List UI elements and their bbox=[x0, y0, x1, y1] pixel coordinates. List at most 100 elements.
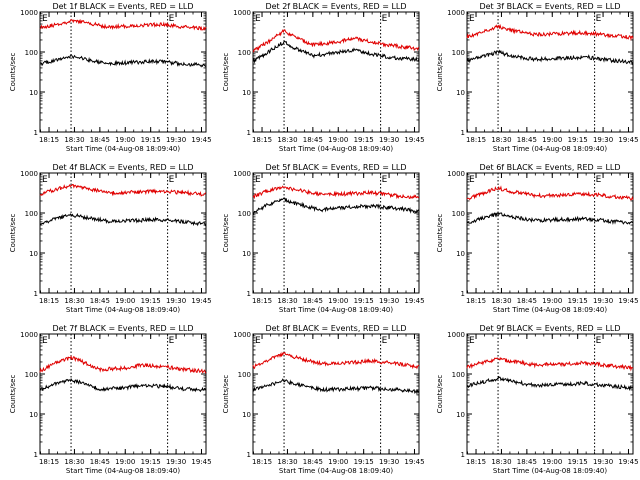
event-marker-label-left: E bbox=[42, 14, 48, 24]
x-tick-label: 18:45 bbox=[90, 297, 110, 305]
x-tick-label: 18:30 bbox=[64, 458, 84, 466]
plot-frame bbox=[252, 333, 420, 455]
x-axis-label: Start Time (04-Aug-08 18:09:40) bbox=[493, 306, 607, 314]
x-tick-label: 19:00 bbox=[542, 297, 562, 305]
x-tick-label: 19:30 bbox=[379, 458, 399, 466]
y-axis-label: Counts/sec bbox=[9, 214, 17, 253]
x-tick-label: 18:15 bbox=[466, 136, 486, 144]
panel-2: Det 2f BLACK = Events, RED = LLD 1 10 100 10… bbox=[222, 2, 425, 153]
series-line-events bbox=[252, 378, 420, 396]
x-tick-label: 18:45 bbox=[303, 136, 323, 144]
panel-grid: Det 1f BLACK = Events, RED = LLD 1 10 100 10… bbox=[9, 2, 639, 475]
x-tick-label: 18:15 bbox=[466, 297, 486, 305]
y-tick-label: 1 bbox=[247, 451, 251, 459]
x-axis-label: Start Time (04-Aug-08 18:09:40) bbox=[66, 467, 180, 475]
x-tick-label: 19:45 bbox=[191, 458, 211, 466]
event-marker-label-right: E bbox=[382, 336, 388, 346]
x-tick-label: 19:15 bbox=[568, 136, 588, 144]
x-tick-label: 18:15 bbox=[39, 136, 59, 144]
event-marker-label-left: E bbox=[469, 336, 475, 346]
x-tick-label: 19:00 bbox=[115, 136, 135, 144]
event-marker-label-right: E bbox=[382, 14, 388, 24]
x-tick-label: 18:15 bbox=[252, 458, 272, 466]
y-tick-label: 100 bbox=[452, 210, 465, 218]
y-tick-label: 1000 bbox=[447, 170, 465, 178]
x-axis-label: Start Time (04-Aug-08 18:09:40) bbox=[66, 306, 180, 314]
x-tick-label: 18:30 bbox=[277, 297, 297, 305]
x-tick-label: 19:30 bbox=[593, 136, 613, 144]
y-tick-label: 10 bbox=[242, 250, 251, 258]
y-axis-label: Counts/sec bbox=[222, 53, 230, 92]
x-tick-label: 19:00 bbox=[328, 136, 348, 144]
panel-9: Det 9f BLACK = Events, RED = LLD 1 10 100 10… bbox=[436, 324, 639, 475]
y-axis-label: Counts/sec bbox=[9, 375, 17, 414]
y-tick-label: 10 bbox=[456, 411, 465, 419]
x-tick-label: 18:30 bbox=[64, 297, 84, 305]
panel-8: Det 8f BLACK = Events, RED = LLD 1 10 100 10… bbox=[222, 324, 425, 475]
x-tick-label: 18:45 bbox=[303, 297, 323, 305]
y-axis-label: Counts/sec bbox=[222, 375, 230, 414]
y-tick-label: 100 bbox=[238, 371, 251, 379]
event-marker-label-right: E bbox=[169, 175, 175, 185]
x-tick-label: 18:30 bbox=[277, 458, 297, 466]
x-tick-label: 18:45 bbox=[303, 458, 323, 466]
y-tick-label: 10 bbox=[29, 250, 38, 258]
plot-frame bbox=[252, 172, 420, 294]
series-line-lld bbox=[39, 354, 207, 374]
y-tick-label: 1000 bbox=[233, 331, 251, 339]
event-marker-label-right: E bbox=[169, 336, 175, 346]
x-axis-label: Start Time (04-Aug-08 18:09:40) bbox=[279, 145, 393, 153]
y-tick-label: 1000 bbox=[233, 9, 251, 17]
event-marker-label-right: E bbox=[596, 14, 602, 24]
y-axis-label: Counts/sec bbox=[222, 214, 230, 253]
x-tick-label: 19:30 bbox=[166, 136, 186, 144]
x-tick-label: 19:45 bbox=[404, 458, 424, 466]
x-tick-label: 18:30 bbox=[277, 136, 297, 144]
x-tick-label: 18:45 bbox=[517, 297, 537, 305]
plot-frame bbox=[39, 172, 207, 294]
series-line-events bbox=[466, 49, 634, 66]
event-marker-label-left: E bbox=[469, 175, 475, 185]
x-tick-label: 19:15 bbox=[354, 136, 374, 144]
event-marker-label-right: E bbox=[596, 336, 602, 346]
series-line-events bbox=[466, 375, 634, 392]
x-tick-label: 19:15 bbox=[354, 458, 374, 466]
y-tick-label: 1 bbox=[461, 129, 465, 137]
panel-6: Det 6f BLACK = Events, RED = LLD 1 10 100 10… bbox=[436, 163, 639, 314]
x-axis-label: Start Time (04-Aug-08 18:09:40) bbox=[279, 306, 393, 314]
x-tick-label: 19:15 bbox=[354, 297, 374, 305]
y-tick-label: 100 bbox=[238, 210, 251, 218]
x-axis-label: Start Time (04-Aug-08 18:09:40) bbox=[493, 145, 607, 153]
series-line-events bbox=[252, 40, 420, 64]
x-tick-label: 18:15 bbox=[252, 297, 272, 305]
event-marker-label-left: E bbox=[469, 14, 475, 24]
x-tick-label: 19:15 bbox=[141, 297, 161, 305]
y-tick-label: 1 bbox=[34, 451, 38, 459]
x-tick-label: 19:45 bbox=[191, 136, 211, 144]
y-tick-label: 1 bbox=[461, 451, 465, 459]
y-axis-label: Counts/sec bbox=[9, 53, 17, 92]
series-line-events bbox=[39, 378, 207, 393]
x-tick-label: 18:15 bbox=[252, 136, 272, 144]
panel-title: Det 1f BLACK = Events, RED = LLD bbox=[52, 2, 193, 11]
x-tick-label: 19:30 bbox=[166, 297, 186, 305]
y-tick-label: 100 bbox=[452, 371, 465, 379]
event-marker-label-left: E bbox=[255, 14, 261, 24]
y-tick-label: 1 bbox=[247, 290, 251, 298]
y-tick-label: 1000 bbox=[20, 9, 38, 17]
panel-title: Det 3f BLACK = Events, RED = LLD bbox=[479, 2, 620, 11]
x-tick-label: 18:45 bbox=[517, 458, 537, 466]
panel-5: Det 5f BLACK = Events, RED = LLD 1 10 100 10… bbox=[222, 163, 425, 314]
y-tick-label: 1 bbox=[247, 129, 251, 137]
y-tick-label: 10 bbox=[456, 250, 465, 258]
y-tick-label: 10 bbox=[456, 89, 465, 97]
x-tick-label: 18:30 bbox=[491, 297, 511, 305]
plot-frame bbox=[466, 11, 634, 133]
plot-frame bbox=[466, 333, 634, 455]
y-tick-label: 100 bbox=[238, 49, 251, 57]
x-tick-label: 19:45 bbox=[404, 136, 424, 144]
x-tick-label: 18:30 bbox=[491, 136, 511, 144]
x-tick-label: 19:30 bbox=[379, 297, 399, 305]
y-tick-label: 1000 bbox=[20, 331, 38, 339]
